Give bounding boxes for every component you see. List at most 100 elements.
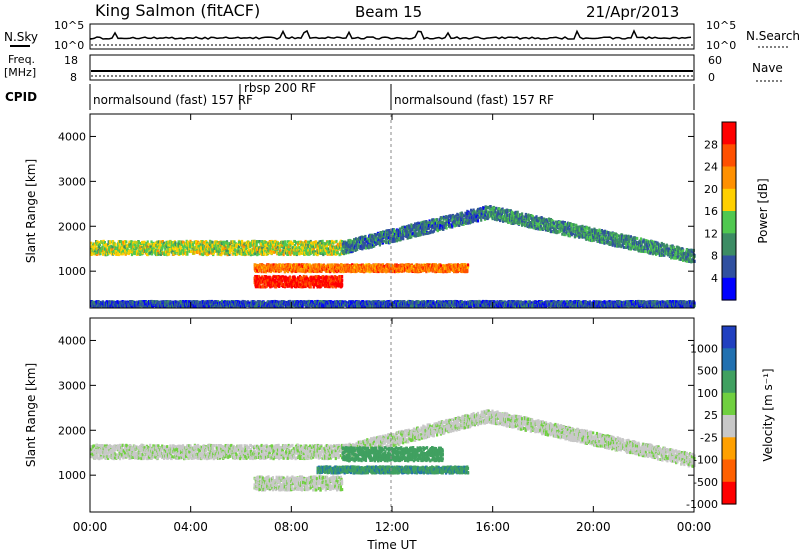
echo-cell — [332, 241, 335, 245]
echo-cell — [320, 251, 324, 255]
echo-cell — [217, 242, 220, 246]
echo-cell — [666, 244, 669, 248]
echo-cell — [325, 244, 329, 248]
echo-cell — [298, 249, 302, 253]
echo-cell — [98, 241, 101, 245]
echo-cell — [340, 249, 343, 253]
echo-cell — [199, 244, 202, 248]
echo-cell — [291, 248, 294, 252]
echo-cell — [206, 249, 209, 253]
echo-cell — [229, 250, 232, 254]
echo-cell — [315, 245, 318, 249]
echo-cell — [168, 247, 171, 251]
echo-cell — [380, 239, 383, 242]
echo-cell — [320, 241, 324, 245]
echo-cell — [241, 239, 244, 243]
echo-cell — [94, 244, 97, 247]
echo-cell — [117, 244, 120, 248]
echo-cell — [126, 244, 129, 247]
echo-cell — [162, 244, 165, 248]
echo-cell — [98, 252, 101, 256]
echo-cell — [305, 252, 308, 256]
echo-cell — [398, 227, 402, 231]
echo-cell — [371, 238, 375, 242]
echo-cell — [105, 252, 108, 256]
echo-cell — [356, 247, 359, 251]
echo-cell — [286, 240, 290, 244]
echo-cell — [304, 239, 307, 243]
echo-cell — [639, 237, 643, 241]
echo-cell — [254, 240, 257, 244]
echo-cell — [204, 252, 207, 256]
echo-cell — [109, 241, 112, 245]
echo-cell — [485, 206, 488, 209]
echo-cell — [191, 249, 195, 253]
echo-band — [90, 239, 344, 257]
echo-cell — [204, 242, 207, 246]
echo-cell — [327, 242, 330, 246]
echo-cell — [306, 247, 309, 251]
echo-cell — [234, 245, 237, 249]
echo-cell — [283, 244, 286, 248]
echo-cell — [110, 250, 113, 254]
echo-cell — [179, 244, 182, 248]
echo-cell — [196, 250, 199, 254]
echo-cell — [297, 240, 300, 244]
echo-cell — [185, 252, 188, 256]
echo-cell — [339, 247, 342, 251]
echo-cell — [186, 252, 189, 256]
echo-cell — [392, 232, 395, 236]
echo-cell — [371, 245, 375, 248]
echo-cell — [252, 240, 255, 244]
echo-cell — [359, 236, 362, 240]
echo-cell — [198, 244, 201, 248]
echo-cell — [338, 253, 341, 257]
cpid-strip: CPID normalsound (fast) 157 RF rbsp 200 … — [5, 81, 695, 110]
echo-cell — [375, 233, 378, 237]
echo-cell — [292, 242, 295, 246]
echo-cell — [400, 230, 403, 233]
echo-cell — [379, 234, 382, 237]
echo-cell — [193, 240, 196, 244]
echo-cell — [221, 245, 224, 249]
echo-cell — [291, 251, 294, 255]
echo-cell — [349, 243, 352, 247]
echo-cell — [288, 247, 291, 251]
echo-cell — [135, 246, 138, 250]
echo-cell — [202, 253, 205, 257]
echo-cell — [165, 245, 168, 249]
echo-cell — [174, 243, 178, 247]
echo-cell — [124, 241, 127, 245]
echo-cell — [127, 249, 130, 253]
echo-cell — [132, 247, 135, 251]
echo-cell — [118, 250, 122, 253]
echo-cell — [312, 252, 315, 256]
echo-cell — [476, 219, 480, 223]
echo-cell — [97, 243, 100, 247]
echo-cell — [205, 244, 208, 248]
echo-cell — [436, 218, 439, 222]
echo-cell — [111, 245, 114, 249]
echo-cell — [238, 249, 241, 253]
echo-cell — [351, 249, 354, 253]
echo-cell — [203, 240, 206, 244]
echo-cell — [316, 253, 319, 257]
echo-cell — [167, 240, 170, 244]
echo-cell — [207, 246, 210, 250]
echo-cell — [296, 252, 299, 255]
echo-cell — [364, 246, 368, 250]
echo-cell — [272, 242, 275, 246]
echo-cell — [249, 242, 252, 246]
echo-cell — [201, 249, 204, 253]
echo-cell — [339, 252, 342, 256]
nsearch-label: N.Search — [746, 29, 800, 43]
echo-cell — [381, 240, 385, 243]
echo-cell — [283, 242, 286, 246]
echo-cell — [388, 235, 392, 238]
echo-cell — [225, 241, 229, 245]
echo-cell — [354, 239, 358, 242]
echo-cell — [232, 249, 235, 253]
echo-cell — [358, 240, 361, 244]
